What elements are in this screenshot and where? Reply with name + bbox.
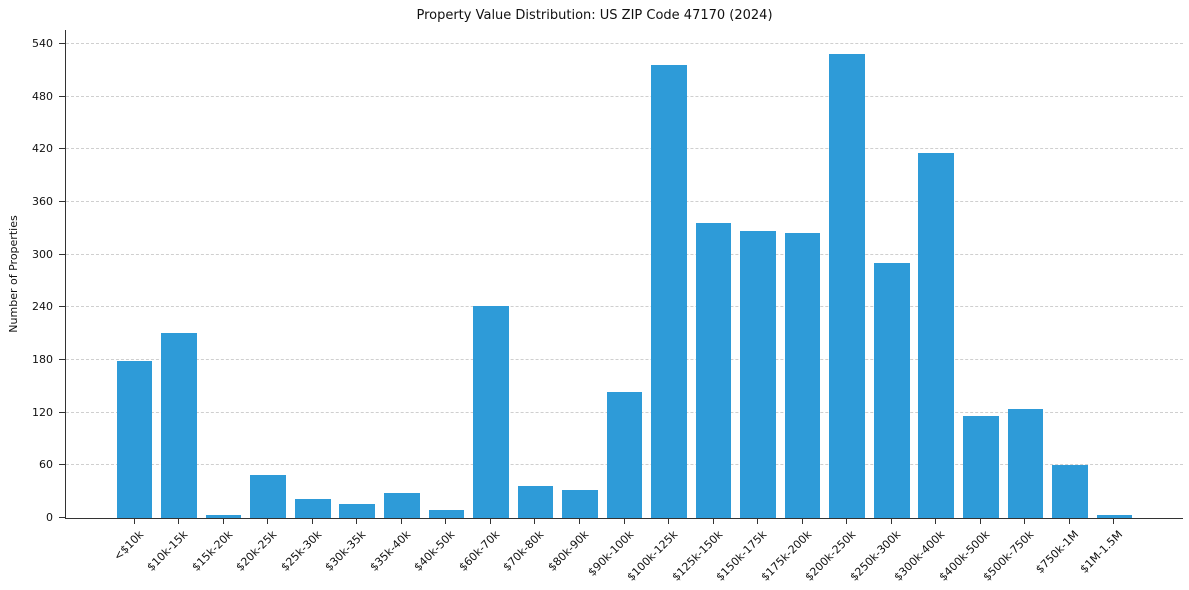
x-tick-mark — [890, 519, 892, 524]
y-axis: 0 60 120 180 240 300 360 420 480 540 — [0, 30, 65, 524]
y-tick-mark — [59, 464, 65, 466]
x-tick-mark — [222, 519, 224, 524]
y-tick-mark — [59, 253, 65, 255]
x-tick-mark — [267, 519, 269, 524]
gridline — [66, 95, 1183, 97]
bar — [473, 305, 509, 518]
gridline — [66, 201, 1183, 203]
y-tick-mark — [59, 43, 65, 45]
gridline — [66, 148, 1183, 150]
x-tick-mark — [801, 519, 803, 524]
x-tick-mark — [623, 519, 625, 524]
bar — [962, 416, 999, 518]
x-tick-mark — [935, 519, 937, 524]
bar — [918, 152, 955, 518]
bar — [1007, 409, 1044, 518]
x-tick-mark — [311, 519, 313, 524]
y-tick-label: 60 — [39, 458, 53, 472]
x-tick-mark — [534, 519, 536, 524]
bar — [250, 475, 286, 518]
x-tick-mark — [445, 519, 447, 524]
bar — [428, 510, 465, 518]
x-tick-mark — [668, 519, 670, 524]
y-tick-label: 360 — [32, 195, 53, 209]
y-tick-mark — [59, 306, 65, 308]
y-tick-mark — [59, 201, 65, 203]
gridline — [66, 253, 1183, 255]
y-tick-label: 240 — [32, 300, 53, 314]
y-tick-label: 480 — [32, 89, 53, 103]
x-tick-mark — [757, 519, 759, 524]
y-tick-mark — [59, 517, 65, 518]
x-tick-mark — [578, 519, 580, 524]
gridline — [66, 43, 1183, 45]
y-tick-label: 180 — [32, 353, 53, 367]
x-tick-mark — [178, 519, 180, 524]
x-tick-mark — [712, 519, 714, 524]
x-tick-mark — [1113, 519, 1115, 524]
bar — [695, 223, 732, 518]
gridline — [66, 359, 1183, 361]
bar — [1096, 515, 1133, 518]
bar — [161, 332, 197, 518]
y-tick-label: 120 — [32, 405, 53, 419]
plot-area — [65, 30, 1183, 519]
bar — [740, 231, 776, 518]
x-tick-mark — [1068, 519, 1070, 524]
bar — [562, 489, 598, 518]
bar — [339, 503, 376, 518]
y-tick-label: 540 — [32, 37, 53, 51]
y-tick-label: 420 — [32, 142, 53, 156]
x-tick-mark — [979, 519, 981, 524]
bar — [873, 262, 910, 518]
y-tick-mark — [59, 148, 65, 150]
x-tick-mark — [1024, 519, 1026, 524]
bar — [784, 232, 821, 518]
gridline — [66, 306, 1183, 308]
bar — [205, 515, 242, 518]
x-tick-mark — [489, 519, 491, 524]
x-tick-mark — [133, 519, 135, 524]
bar — [384, 493, 420, 518]
y-tick-mark — [59, 359, 65, 361]
y-tick-label: 300 — [32, 247, 53, 261]
bar — [116, 360, 153, 518]
y-tick-mark — [59, 411, 65, 413]
bar — [517, 485, 554, 518]
bar — [294, 498, 331, 518]
bar — [1052, 465, 1088, 518]
y-tick-mark — [59, 95, 65, 97]
chart-title: Property Value Distribution: US ZIP Code… — [416, 8, 773, 23]
bar — [651, 65, 687, 518]
bar — [606, 391, 643, 518]
bar — [829, 53, 865, 518]
y-tick-label: 0 — [46, 511, 53, 524]
x-tick-mark — [846, 519, 848, 524]
x-axis: <$10k $10k-15k $15k-20k $20k-25k $25k-30k $30… — [65, 519, 1182, 590]
x-tick-mark — [400, 519, 402, 524]
x-tick-mark — [356, 519, 358, 524]
